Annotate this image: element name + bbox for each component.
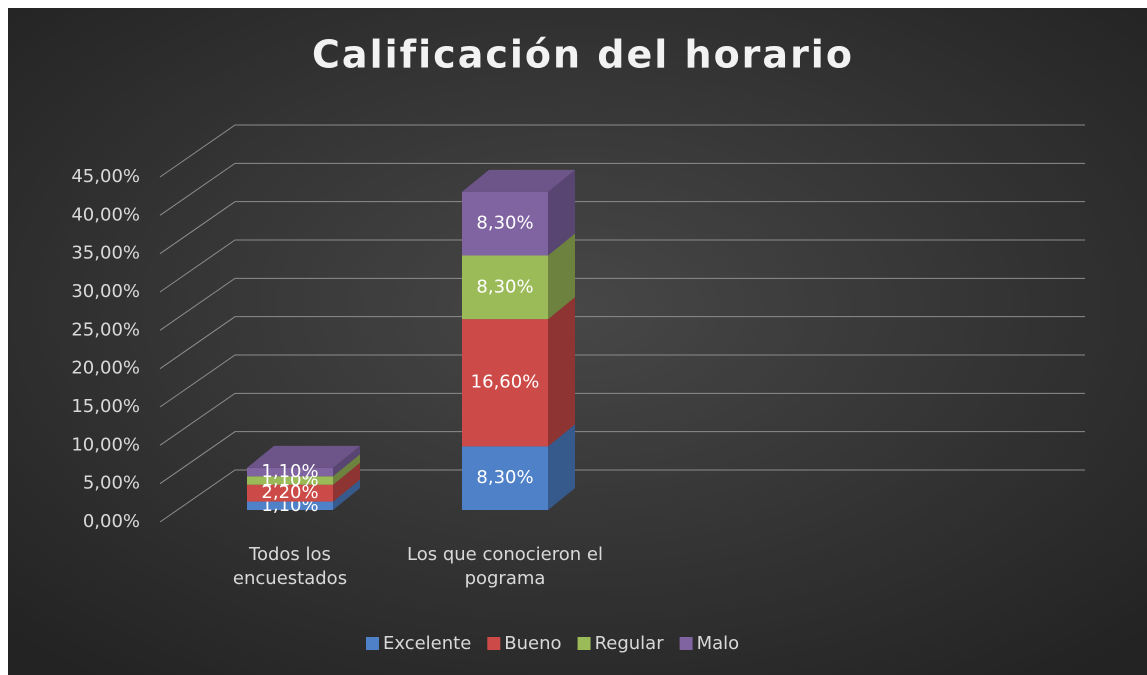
bar-side [333,462,360,502]
y-tick-label: 40,00% [71,204,140,225]
bar-side-shade [548,297,575,447]
bar-side-shade [548,233,575,320]
bar-side [548,297,575,447]
data-label: 2,20% [261,482,318,503]
data-label: 8,30% [476,467,533,488]
bar-side [548,233,575,320]
bar-side-shade [333,454,360,485]
y-tick-label: 5,00% [83,473,140,494]
legend-label: Regular [595,633,665,654]
grid-line [159,239,1085,293]
data-label: 8,30% [476,276,533,297]
bar-top-shade [247,445,360,468]
bar-side-shade [548,424,575,510]
bar-top [247,445,360,468]
grid-line [159,354,1085,408]
legend-label: Malo [697,633,740,654]
bar-side-shade [333,445,360,477]
legend-swatch [577,637,591,650]
bar-side [333,445,360,477]
chart-background [8,8,1147,675]
chart-title: Calificación del horario [312,33,854,77]
x-tick-label: Los que conocieron el pograma [407,544,603,589]
y-tick-label: 25,00% [71,319,140,340]
data-label: 1,10% [261,461,318,482]
grid-line [159,431,1085,485]
bar-segment [247,476,333,485]
bar-segment [247,501,333,510]
bar-segment [462,191,548,256]
bar-segment [462,446,548,510]
y-tick-label: 20,00% [71,358,140,379]
data-label: 8,30% [476,213,533,234]
legend-swatch [366,637,379,650]
data-label: 16,60% [471,372,540,393]
legend-label: Bueno [504,633,561,654]
grid-line [159,469,1085,523]
bar-top-shade [462,169,575,192]
y-tick-label: 35,00% [71,243,140,264]
bar-side [548,169,575,256]
grid-line [159,392,1085,446]
y-tick-label: 30,00% [71,281,140,302]
bar-side [333,454,360,485]
y-tick-label: 45,00% [71,166,140,187]
bar-segment [462,319,548,447]
legend-swatch [679,637,693,650]
bar-segment [247,484,333,502]
bar-side-shade [333,479,360,510]
bar-side [548,424,575,510]
y-tick-label: 10,00% [71,434,140,455]
grid-line [159,162,1085,216]
grid-line [159,124,1085,178]
grid-line [159,201,1085,255]
bar-side [333,479,360,510]
bar-side-shade [333,462,360,502]
y-tick-label: 0,00% [83,511,140,532]
bar-segment [247,467,333,477]
grid-line [159,316,1085,370]
legend-swatch [487,637,501,650]
x-tick-label: Todos los encuestados [232,544,348,589]
y-tick-label: 15,00% [71,396,140,417]
legend-label: Excelente [383,633,471,654]
bar-segment [462,255,548,320]
bar-top [462,169,575,192]
grid-line [159,277,1085,331]
bar-side-shade [548,169,575,256]
